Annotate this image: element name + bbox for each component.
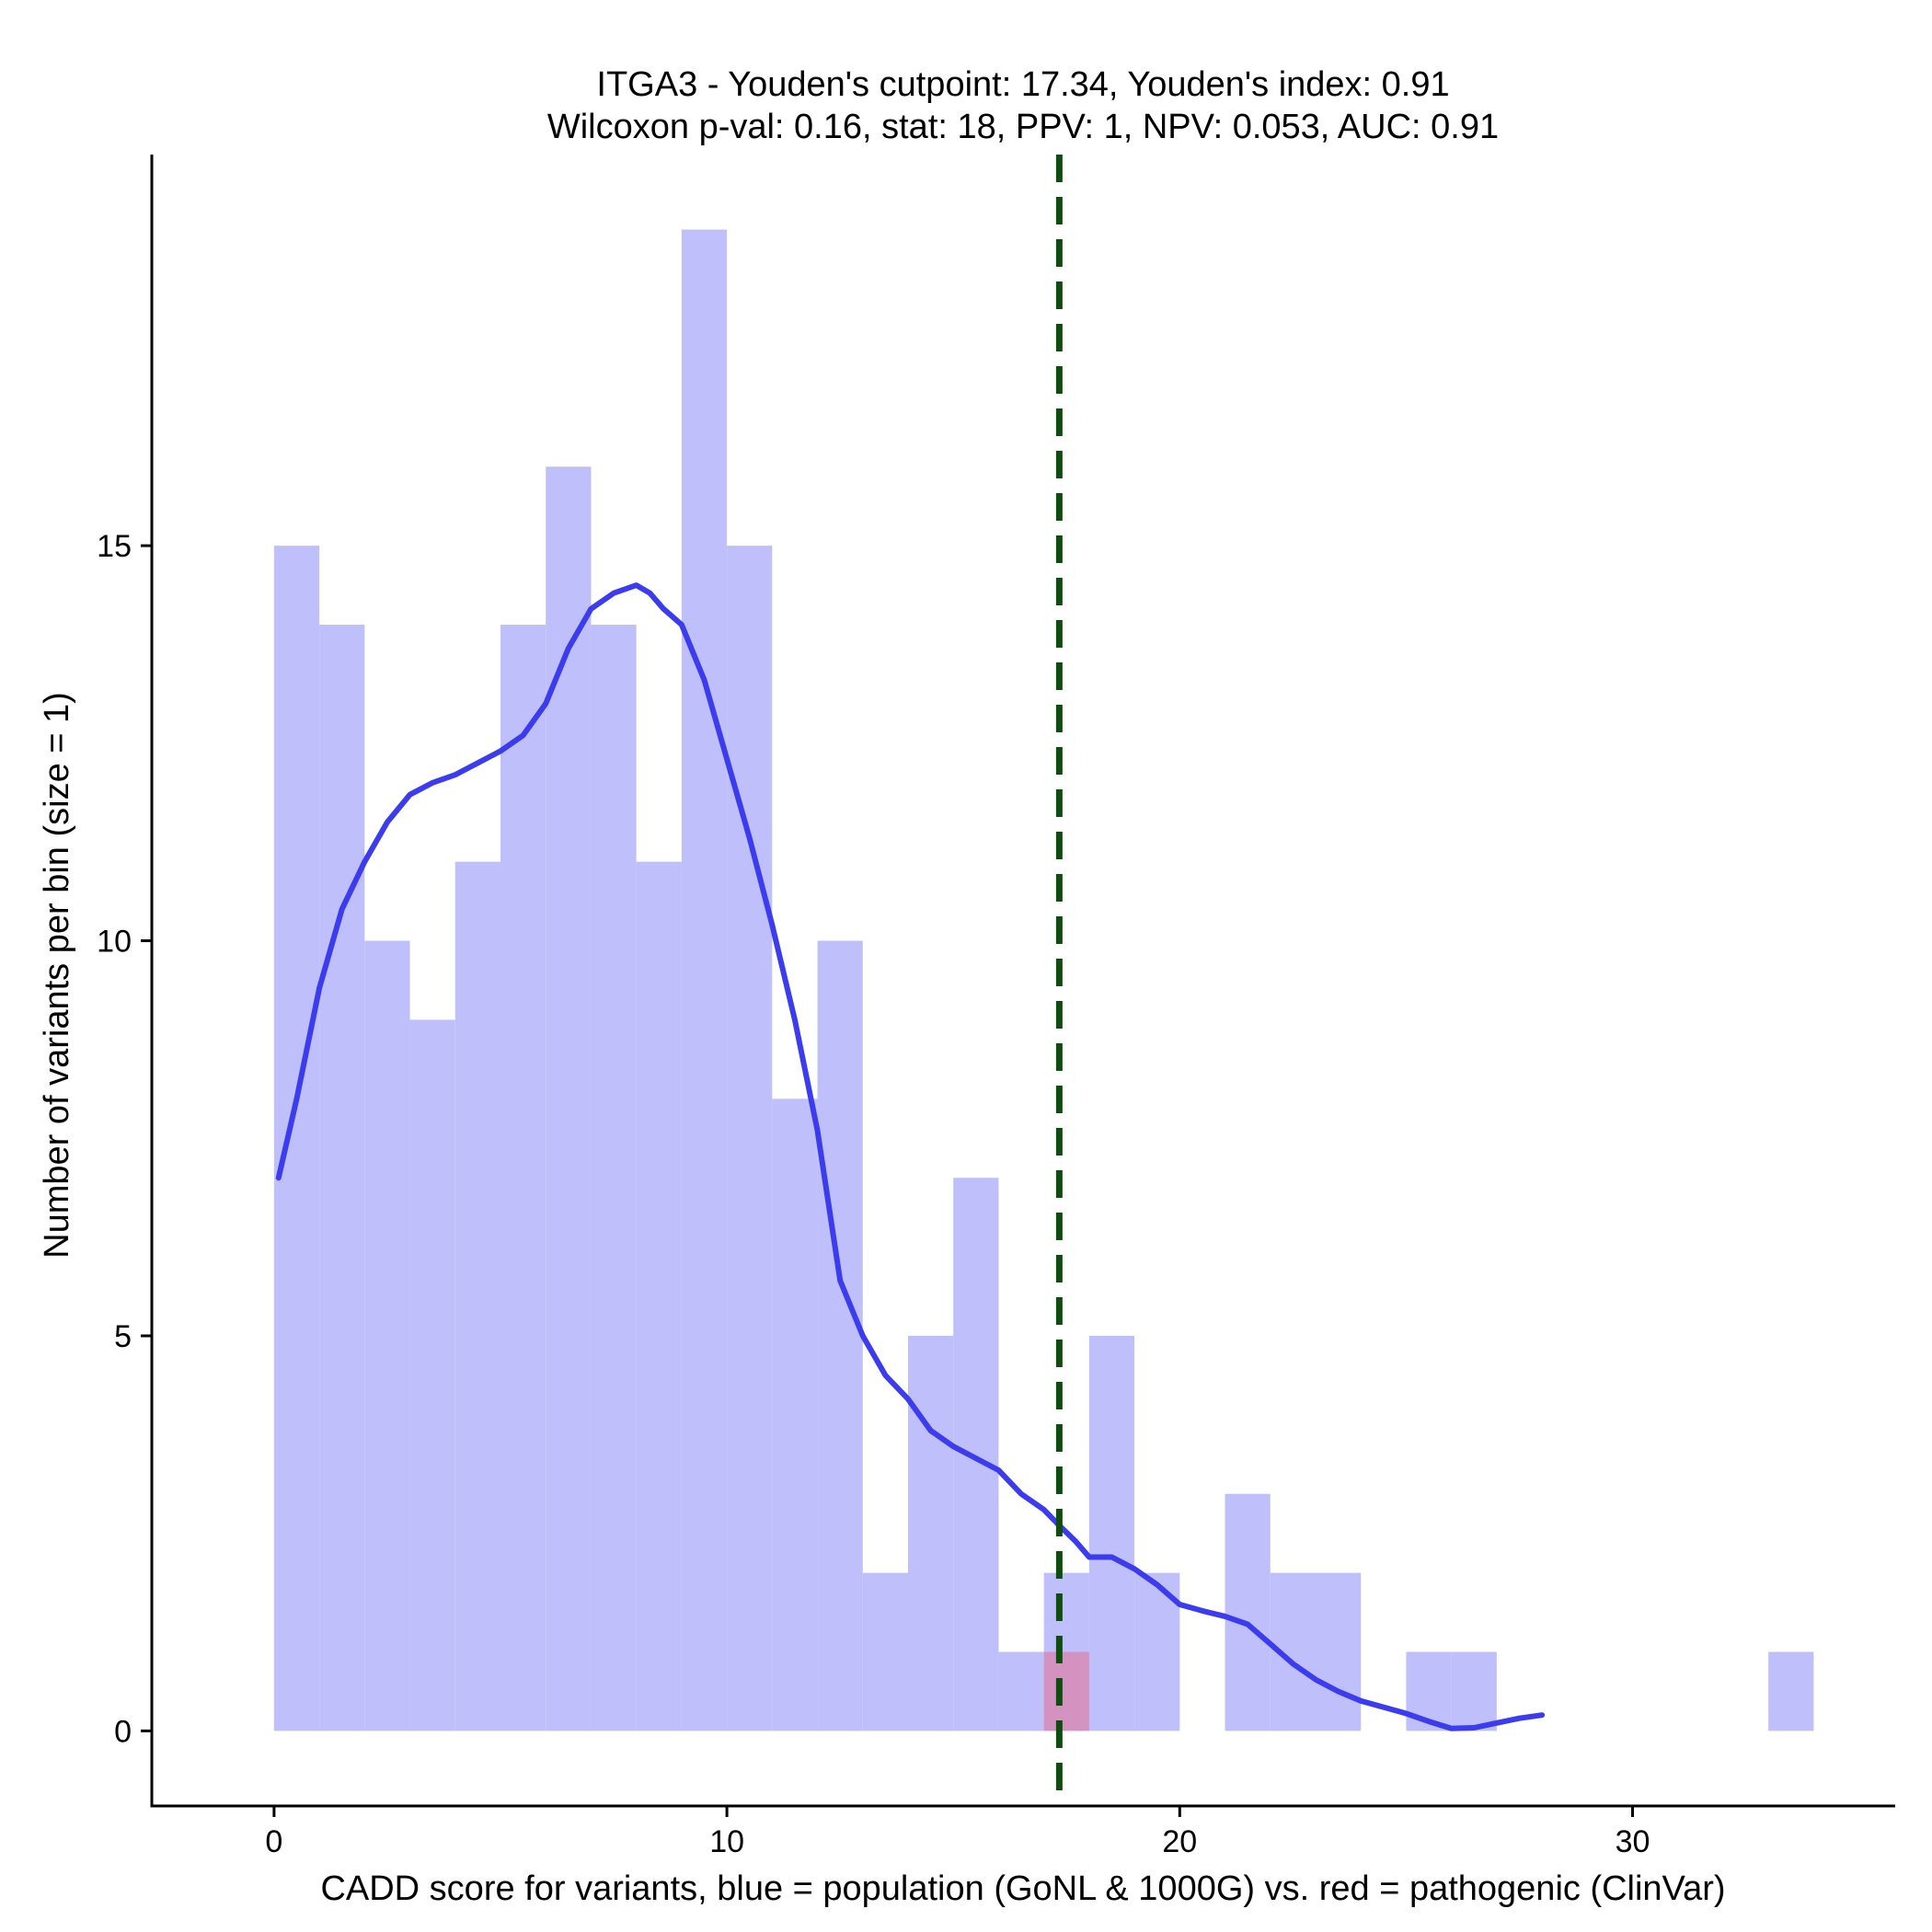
population-bar bbox=[1768, 1651, 1814, 1731]
population-bar bbox=[727, 546, 773, 1731]
x-ticks: 0 10 20 30 bbox=[265, 1806, 1650, 1859]
population-bar bbox=[500, 625, 546, 1731]
population-bar bbox=[772, 1098, 818, 1731]
density-curve bbox=[275, 582, 1546, 1731]
chart-title: ITGA3 - Youden's cutpoint: 17.34, Youden… bbox=[547, 65, 1499, 146]
population-bar bbox=[953, 1178, 999, 1731]
y-tick-label: 5 bbox=[114, 1319, 132, 1354]
x-tick-label: 10 bbox=[709, 1824, 744, 1859]
population-bar bbox=[409, 1019, 455, 1731]
x-tick-label: 20 bbox=[1162, 1824, 1197, 1859]
population-bar bbox=[1451, 1651, 1497, 1731]
pathogenic-bar bbox=[1043, 1651, 1089, 1731]
axes bbox=[150, 155, 1895, 1808]
x-tick-label: 30 bbox=[1616, 1824, 1650, 1859]
population-bar bbox=[454, 861, 500, 1731]
population-bar bbox=[591, 625, 637, 1731]
title-line-1: ITGA3 - Youden's cutpoint: 17.34, Youden… bbox=[596, 65, 1449, 104]
population-bar bbox=[319, 625, 365, 1731]
pathogenic-bars bbox=[1043, 1651, 1089, 1731]
population-bar bbox=[998, 1651, 1044, 1731]
y-axis-label: Number of variants per bin (size = 1) bbox=[38, 692, 76, 1259]
density-curve-group bbox=[275, 582, 1546, 1731]
x-tick-label: 0 bbox=[265, 1824, 282, 1859]
population-bar bbox=[546, 466, 592, 1731]
population-bar bbox=[636, 861, 682, 1731]
population-bar bbox=[1225, 1493, 1271, 1731]
y-tick-label: 15 bbox=[97, 529, 132, 564]
population-bars bbox=[273, 229, 1814, 1731]
population-bar bbox=[364, 940, 410, 1731]
population-bar bbox=[273, 546, 320, 1731]
y-tick-label: 10 bbox=[97, 925, 132, 960]
population-bar bbox=[907, 1335, 954, 1731]
x-axis-label: CADD score for variants, blue = populati… bbox=[320, 1869, 1725, 1908]
population-bar bbox=[1088, 1335, 1135, 1731]
y-ticks: 0 5 10 15 bbox=[97, 529, 152, 1749]
population-bar bbox=[817, 940, 863, 1731]
population-bar bbox=[681, 229, 728, 1731]
y-tick-label: 0 bbox=[114, 1714, 132, 1749]
title-line-2: Wilcoxon p-val: 0.16, stat: 18, PPV: 1, … bbox=[547, 108, 1499, 146]
population-bar bbox=[862, 1572, 908, 1731]
population-bar bbox=[1315, 1572, 1362, 1731]
